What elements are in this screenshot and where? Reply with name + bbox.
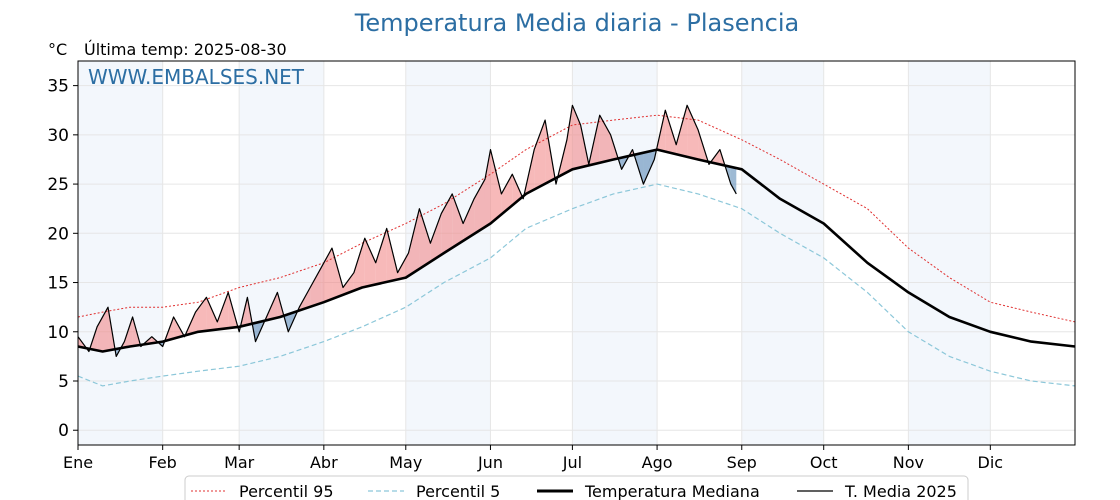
fill-above-median [687,105,699,160]
x-tick-label: Dic [978,453,1004,472]
legend-label: T. Media 2025 [844,482,957,500]
month-band [741,61,824,445]
y-tick-label: 10 [47,323,69,343]
fill-above-median [321,248,333,304]
fill-above-median [676,105,688,157]
series-line-media-2025 [77,104,737,357]
fill-above-median [566,105,573,173]
month-band [572,61,658,445]
month-band [908,61,991,445]
legend-box [184,475,969,500]
fill-above-median [97,307,109,351]
fill-above-median [332,248,343,300]
series-line-percentil-5 [77,183,1076,387]
x-tick-label: Ago [642,453,673,472]
fill-above-median [364,238,376,287]
fill-below-median [643,150,655,185]
month-band [78,61,163,445]
y-unit-label: °C [48,40,67,59]
fill-above-median [353,238,365,291]
fill-above-median [665,110,677,155]
x-tick-label: Sep [727,453,757,472]
legend-label: Percentil 5 [416,482,500,500]
x-tick-label: Oct [810,453,838,472]
fill-above-median [195,297,207,333]
last-temp-label: Última temp: 2025-08-30 [84,40,287,59]
fill-above-median [599,115,611,163]
fill-above-median [310,267,322,307]
legend-label: Percentil 95 [239,482,334,500]
fill-above-median [490,149,502,224]
fill-above-median [501,174,513,215]
x-tick-label: Abr [310,453,338,472]
y-tick-label: 20 [47,224,69,244]
x-tick-label: Jul [562,453,582,472]
x-tick-label: May [389,453,422,472]
y-tick-label: 30 [47,126,69,146]
y-tick-label: 15 [47,274,69,294]
y-tick-label: 25 [47,175,69,195]
month-band [239,61,324,445]
x-tick-label: Nov [893,453,924,472]
watermark-text: WWW.EMBALSES.NET [88,65,305,89]
fill-above-median [430,213,442,262]
chart-title: Temperatura Media diaria - Plasencia [354,9,800,37]
y-tick-label: 35 [47,77,69,97]
y-tick-label: 5 [58,372,69,392]
fill-above-median [375,228,387,285]
fill-above-median [217,292,229,330]
fill-above-median [452,193,464,248]
fill-above-median [419,208,431,269]
fill-above-median [206,297,218,331]
legend: Percentil 95 Percentil 5 Temperatura Media… [184,475,969,500]
y-tick-label: 0 [58,421,69,441]
x-tick-label: Ene [63,453,93,472]
x-tick-label: Mar [224,453,255,472]
plot-frame [77,60,1076,446]
fill-above-median [342,272,354,295]
fill-above-median [408,208,420,276]
fill-above-median [534,120,546,190]
x-tick-label: Jun [477,453,503,472]
fill-below-median [730,166,737,194]
fill-above-median [484,149,491,227]
legend-label: Temperatura Mediana [584,482,760,500]
fill-above-median [397,253,409,280]
series-line-mediana [77,148,1076,353]
fill-above-median [474,179,485,234]
x-tick-label: Feb [149,453,177,472]
fill-above-median [463,198,475,241]
